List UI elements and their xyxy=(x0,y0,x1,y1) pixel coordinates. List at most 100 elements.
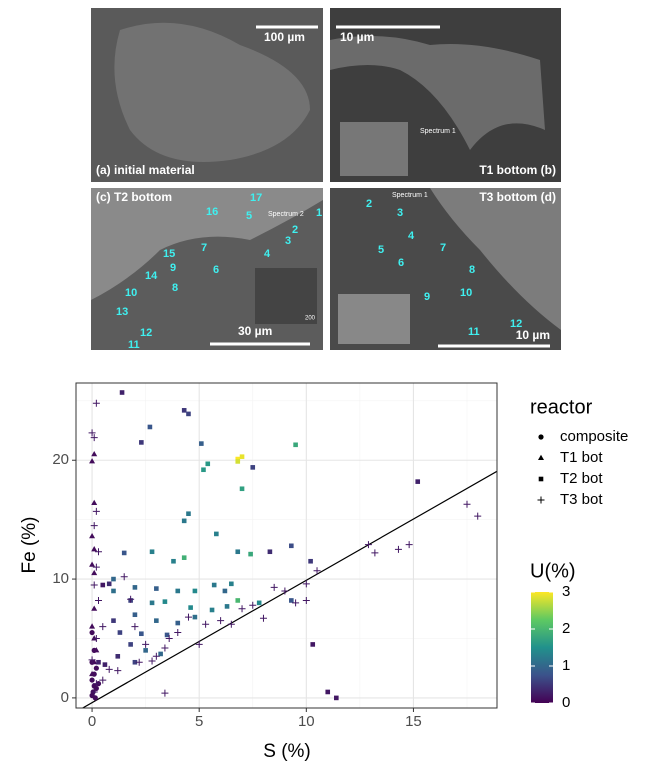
point xyxy=(181,518,187,524)
inset-scale: 200 xyxy=(305,316,316,322)
point xyxy=(259,614,267,622)
region-number: 12 xyxy=(510,318,522,330)
point xyxy=(132,585,138,590)
legend-marker xyxy=(538,476,544,482)
point xyxy=(202,620,210,628)
region-number: 16 xyxy=(206,206,218,218)
point xyxy=(92,399,100,407)
point xyxy=(175,588,181,594)
point xyxy=(92,634,100,642)
point xyxy=(139,440,144,445)
point xyxy=(289,543,294,549)
point xyxy=(313,567,321,575)
point xyxy=(174,629,182,637)
point xyxy=(96,659,101,665)
point xyxy=(111,588,116,594)
point xyxy=(308,558,313,564)
point xyxy=(293,442,298,448)
region-number: 8 xyxy=(172,282,178,294)
sem-images: 100 µm (a) initial material 10 µm T1 bot… xyxy=(91,8,561,350)
point xyxy=(250,465,256,470)
point xyxy=(91,605,98,611)
point xyxy=(89,532,96,539)
region-number: 9 xyxy=(170,262,176,274)
region-number: 11 xyxy=(468,326,480,338)
region-number: 4 xyxy=(264,248,271,260)
point xyxy=(127,595,135,603)
point xyxy=(184,613,192,621)
point xyxy=(91,450,98,457)
point xyxy=(111,618,116,623)
point xyxy=(270,583,278,591)
plot-panel xyxy=(76,383,497,708)
legend-marker xyxy=(538,434,544,440)
point xyxy=(302,580,310,588)
point xyxy=(256,600,262,606)
point xyxy=(199,441,204,446)
point xyxy=(162,599,168,604)
point xyxy=(135,658,143,666)
panel-label: T1 bottom (b) xyxy=(479,163,556,177)
colorbar-tick-label: 1 xyxy=(562,657,570,674)
point xyxy=(325,689,331,695)
point xyxy=(149,549,155,555)
scatter-plot xyxy=(76,383,497,708)
point xyxy=(91,569,98,576)
point xyxy=(91,658,98,665)
point xyxy=(91,546,98,552)
x-tick-label: 10 xyxy=(298,713,315,730)
point xyxy=(115,654,121,659)
point xyxy=(88,429,96,437)
point xyxy=(238,605,246,613)
point xyxy=(364,541,372,549)
point xyxy=(92,507,100,515)
point xyxy=(214,531,219,537)
point xyxy=(117,630,123,635)
point xyxy=(89,677,95,683)
point xyxy=(88,656,96,664)
point xyxy=(186,511,191,517)
grain xyxy=(430,188,561,330)
spectrum-label: Spectrum 1 xyxy=(420,128,456,135)
scale-label: 10 µm xyxy=(340,30,374,44)
legend-label: composite xyxy=(560,428,628,445)
region-number: 12 xyxy=(140,327,152,339)
region-number: 5 xyxy=(246,210,252,222)
point xyxy=(132,612,138,618)
x-tick-label: 0 xyxy=(88,713,96,730)
point xyxy=(227,620,235,628)
y-tick-label: 10 xyxy=(52,570,69,587)
points xyxy=(88,390,482,701)
point xyxy=(161,689,169,697)
inset xyxy=(255,268,317,324)
region-number: 5 xyxy=(378,244,384,256)
region-number: 1 xyxy=(316,207,322,219)
point xyxy=(229,581,234,587)
x-tick-label: 15 xyxy=(405,713,422,730)
point xyxy=(131,623,139,631)
point xyxy=(175,620,181,626)
region-number: 6 xyxy=(213,264,219,276)
point xyxy=(267,549,273,555)
point xyxy=(119,390,125,395)
point xyxy=(334,695,339,701)
point xyxy=(89,623,96,629)
point xyxy=(105,665,113,673)
point xyxy=(139,631,144,637)
point xyxy=(143,648,148,653)
spectrum-label: Spectrum 1 xyxy=(392,192,428,199)
point xyxy=(132,659,138,665)
colorbar-title: U(%) xyxy=(530,560,576,582)
point xyxy=(195,640,203,648)
point xyxy=(222,588,228,594)
point xyxy=(90,688,98,696)
region-number: 17 xyxy=(250,192,262,204)
point xyxy=(171,558,176,564)
point xyxy=(142,640,150,648)
point xyxy=(224,604,230,609)
point xyxy=(188,605,193,610)
grid xyxy=(76,383,497,708)
region-number: 15 xyxy=(163,248,175,260)
region-number: 13 xyxy=(116,306,128,318)
point xyxy=(235,456,241,462)
